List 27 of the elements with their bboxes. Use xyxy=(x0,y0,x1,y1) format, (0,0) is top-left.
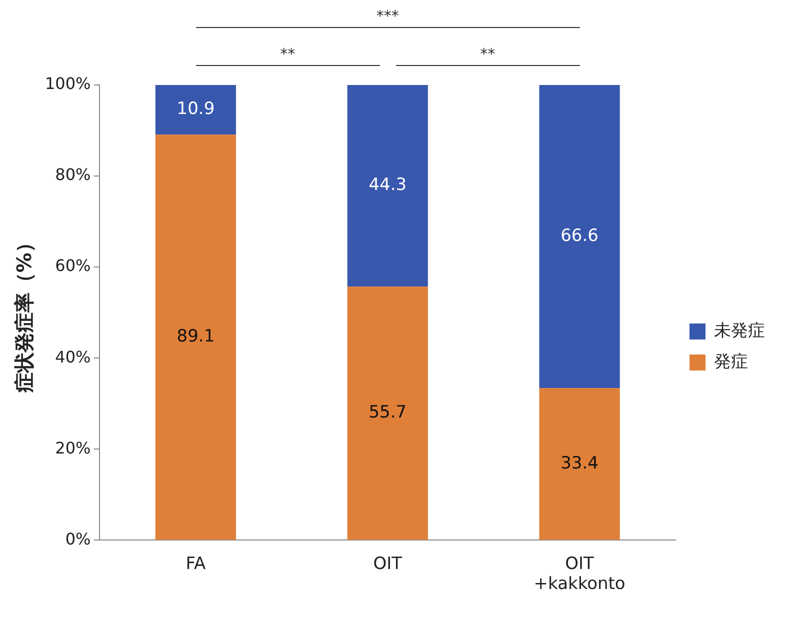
y-tick-label: 20% xyxy=(55,438,91,458)
bar xyxy=(347,85,428,287)
bar xyxy=(539,85,620,388)
y-tick-label: 100% xyxy=(44,74,91,94)
y-tick-label: 60% xyxy=(55,256,91,276)
bar xyxy=(155,85,236,135)
y-tick-label: 40% xyxy=(55,347,91,366)
x-tick-label: FA xyxy=(186,554,206,574)
data-label: 55.7 xyxy=(368,402,407,423)
x-tick-label: OIT +kakkonto xyxy=(534,554,626,594)
y-axis-title: 症状発症率（%） xyxy=(12,232,36,394)
text: *** xyxy=(376,7,399,25)
y-tick-label: 0% xyxy=(65,529,91,548)
legend-label: 未発症 xyxy=(714,320,765,341)
bar xyxy=(347,286,428,540)
data-label: 33.4 xyxy=(560,453,598,474)
text: ** xyxy=(280,45,296,63)
data-label: 44.3 xyxy=(368,175,407,196)
data-label: 10.9 xyxy=(176,99,215,120)
bar xyxy=(155,134,236,540)
x-tick-label: OIT xyxy=(373,554,403,574)
legend-label: 発症 xyxy=(714,352,748,372)
y-tick-label: 80% xyxy=(55,165,91,184)
data-label: 89.1 xyxy=(176,326,215,347)
data-label: 66.6 xyxy=(560,226,598,246)
bar xyxy=(539,388,620,540)
text: ** xyxy=(480,45,496,63)
